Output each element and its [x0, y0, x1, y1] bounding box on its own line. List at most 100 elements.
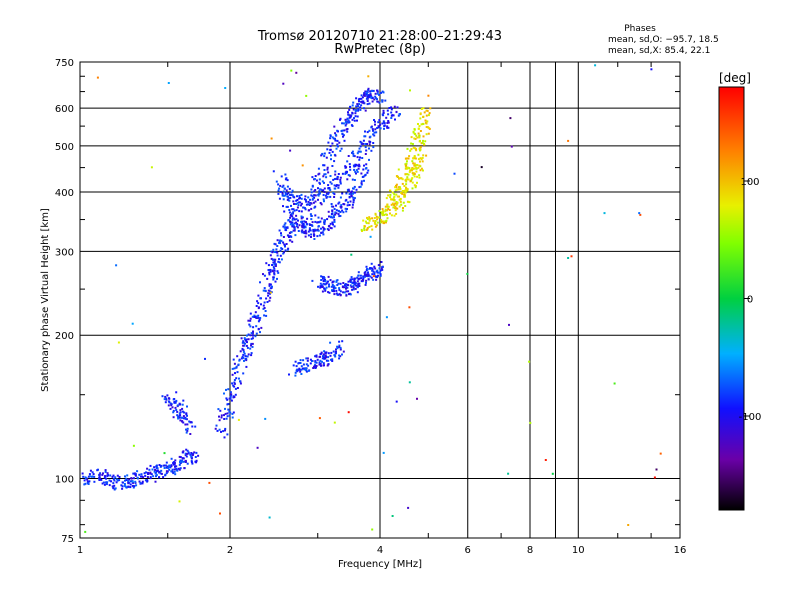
data-point [382, 109, 385, 112]
data-point [246, 355, 249, 358]
data-point [285, 205, 288, 208]
data-point [333, 216, 335, 219]
data-point [359, 140, 362, 143]
data-point [327, 210, 330, 213]
data-point [381, 122, 384, 125]
data-point [134, 481, 137, 484]
data-point [343, 139, 346, 142]
data-point [313, 190, 316, 193]
data-point [356, 119, 358, 122]
data-point [352, 187, 354, 190]
data-point [329, 148, 332, 151]
data-point [304, 226, 307, 229]
data-point [355, 169, 358, 172]
data-point [256, 315, 259, 318]
data-point [218, 415, 220, 418]
data-point [319, 362, 322, 365]
data-point [418, 147, 421, 150]
data-point [327, 187, 330, 190]
data-point [177, 467, 180, 470]
data-point [406, 157, 409, 160]
data-point [331, 281, 334, 284]
data-point [292, 208, 295, 211]
data-point [413, 162, 416, 165]
data-point [331, 221, 334, 224]
data-point [315, 361, 318, 364]
data-point [394, 206, 397, 209]
data-point [249, 347, 252, 350]
data-point [165, 398, 168, 401]
data-point [347, 119, 350, 122]
data-point [132, 477, 135, 480]
data-point [252, 334, 254, 337]
data-point [131, 480, 134, 483]
data-point [315, 179, 318, 182]
data-point [136, 476, 139, 479]
data-point [370, 262, 373, 265]
data-point [424, 140, 427, 143]
data-point [374, 123, 376, 126]
data-point [249, 317, 252, 320]
data-point [387, 113, 390, 116]
data-point [310, 207, 313, 210]
data-point [328, 285, 330, 288]
data-point [236, 371, 239, 374]
data-point [346, 283, 349, 286]
data-point [336, 144, 339, 147]
data-point [333, 421, 336, 424]
data-point [222, 430, 225, 433]
data-point [353, 168, 356, 171]
data-point [330, 215, 333, 218]
data-point [345, 294, 348, 297]
data-point [365, 149, 368, 152]
data-point [348, 114, 351, 117]
data-point [417, 123, 419, 125]
data-point [285, 193, 287, 195]
data-point [386, 217, 389, 220]
data-point [639, 213, 642, 216]
data-point [343, 286, 346, 289]
data-point [338, 141, 341, 144]
data-point [247, 338, 250, 341]
data-point [100, 478, 103, 481]
data-point [333, 208, 336, 210]
data-point [132, 444, 135, 447]
data-point [381, 268, 384, 271]
data-point [335, 147, 338, 150]
data-point [367, 87, 370, 90]
data-point [270, 257, 273, 260]
data-point [384, 210, 387, 213]
data-point [424, 119, 427, 122]
data-point [412, 157, 415, 160]
data-point [275, 248, 278, 251]
data-point [226, 412, 229, 415]
data-point [399, 197, 402, 200]
data-point [395, 201, 398, 203]
data-point [115, 481, 118, 484]
data-point [323, 223, 326, 225]
data-point [416, 175, 419, 178]
data-point [316, 235, 319, 238]
data-point [339, 346, 342, 349]
data-point [186, 414, 188, 417]
data-point [320, 203, 323, 206]
data-point [362, 175, 365, 178]
data-point [305, 200, 308, 203]
data-point [326, 364, 329, 367]
data-point [393, 204, 396, 207]
data-point [305, 370, 308, 373]
data-point [284, 194, 287, 197]
data-point [111, 475, 114, 478]
data-point [194, 460, 197, 463]
data-point [348, 293, 350, 296]
data-point [295, 218, 298, 221]
data-point [320, 364, 322, 367]
data-point [414, 184, 417, 187]
data-point [346, 204, 349, 207]
data-point [414, 132, 417, 135]
data-point [330, 285, 333, 288]
data-point [390, 198, 392, 201]
data-point [237, 418, 240, 421]
data-point [228, 410, 231, 413]
